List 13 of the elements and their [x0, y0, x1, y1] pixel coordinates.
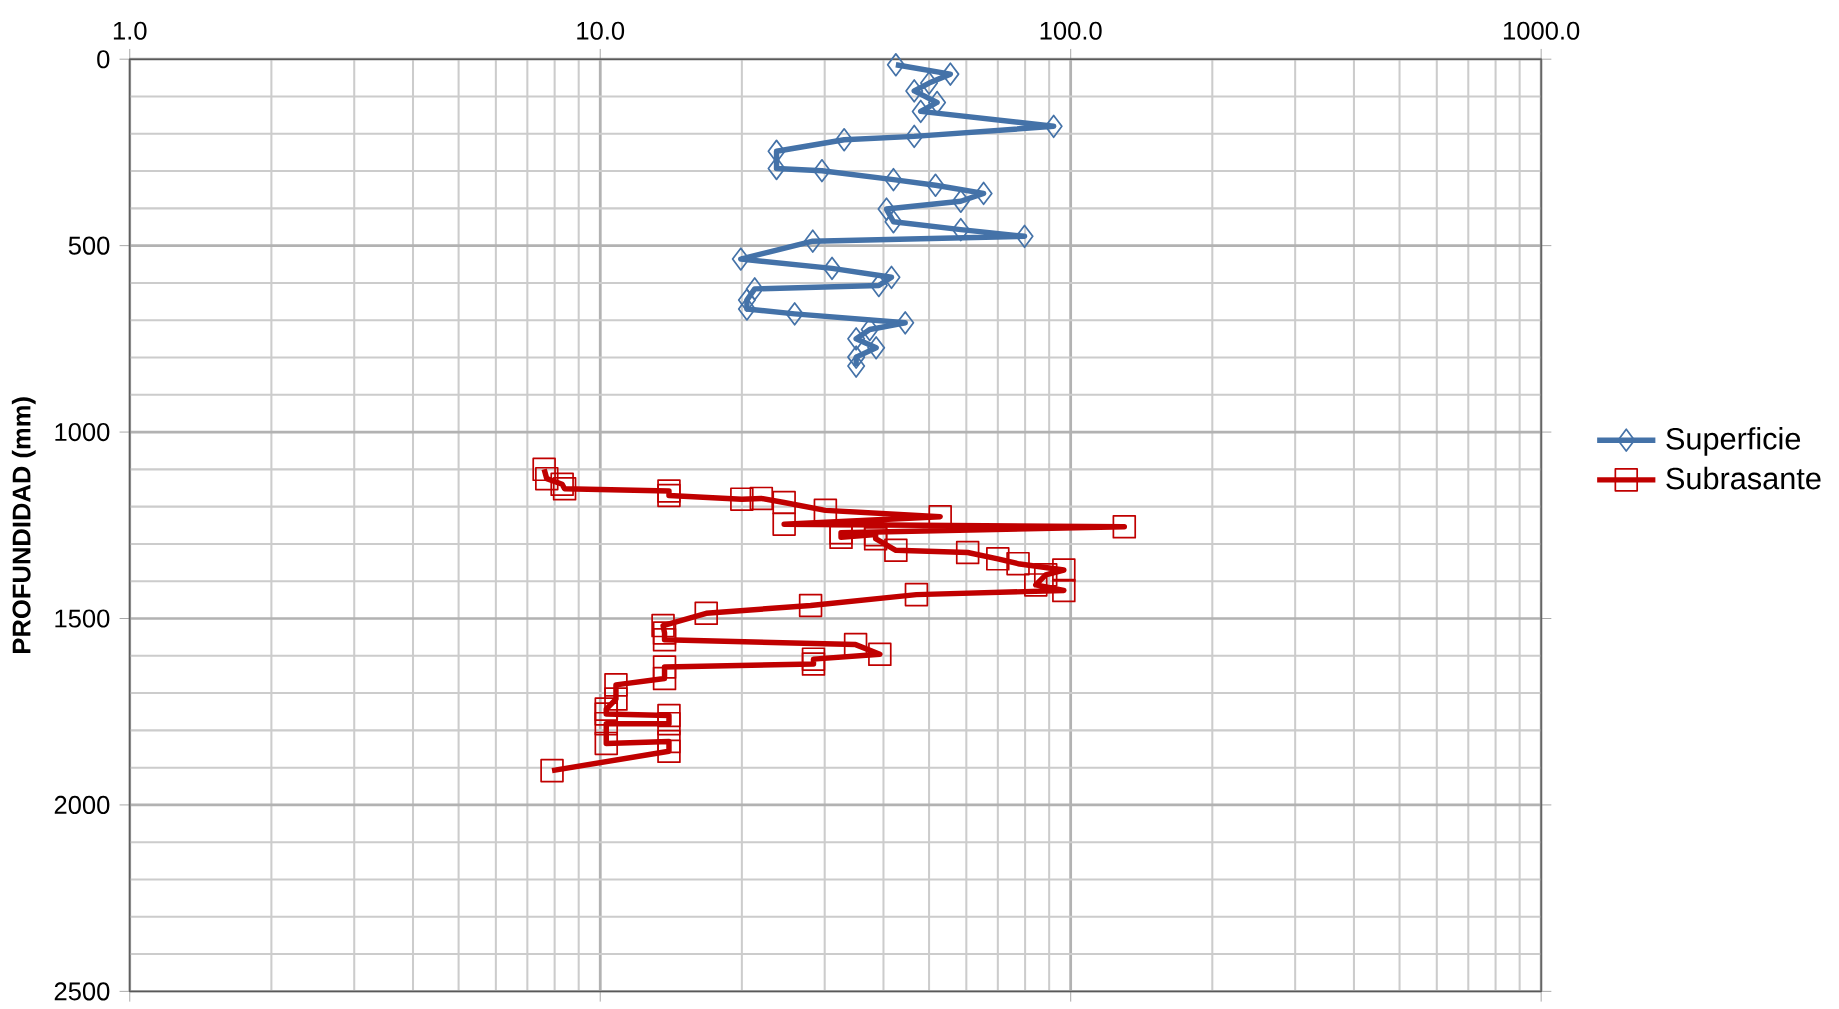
y-axis-title: PROFUNDIDAD (mm): [11, 397, 36, 653]
x-tick-label: 10.0: [577, 21, 625, 40]
x-tick-label: 1.0: [113, 21, 147, 40]
x-tick-label: 1000.0: [1503, 21, 1580, 40]
y-tick-label: 2500: [54, 982, 110, 1001]
legend-label: Subrasante: [1666, 466, 1821, 490]
y-tick-label: 1000: [55, 423, 110, 442]
y-tick-label: 500: [68, 236, 110, 255]
y-tick-label: 2000: [54, 795, 110, 815]
legend-label: Superficie: [1666, 427, 1801, 456]
y-tick-label: 1500: [55, 609, 110, 628]
y-tick-label: 0: [97, 50, 110, 69]
x-tick-label: 100.0: [1040, 21, 1102, 40]
